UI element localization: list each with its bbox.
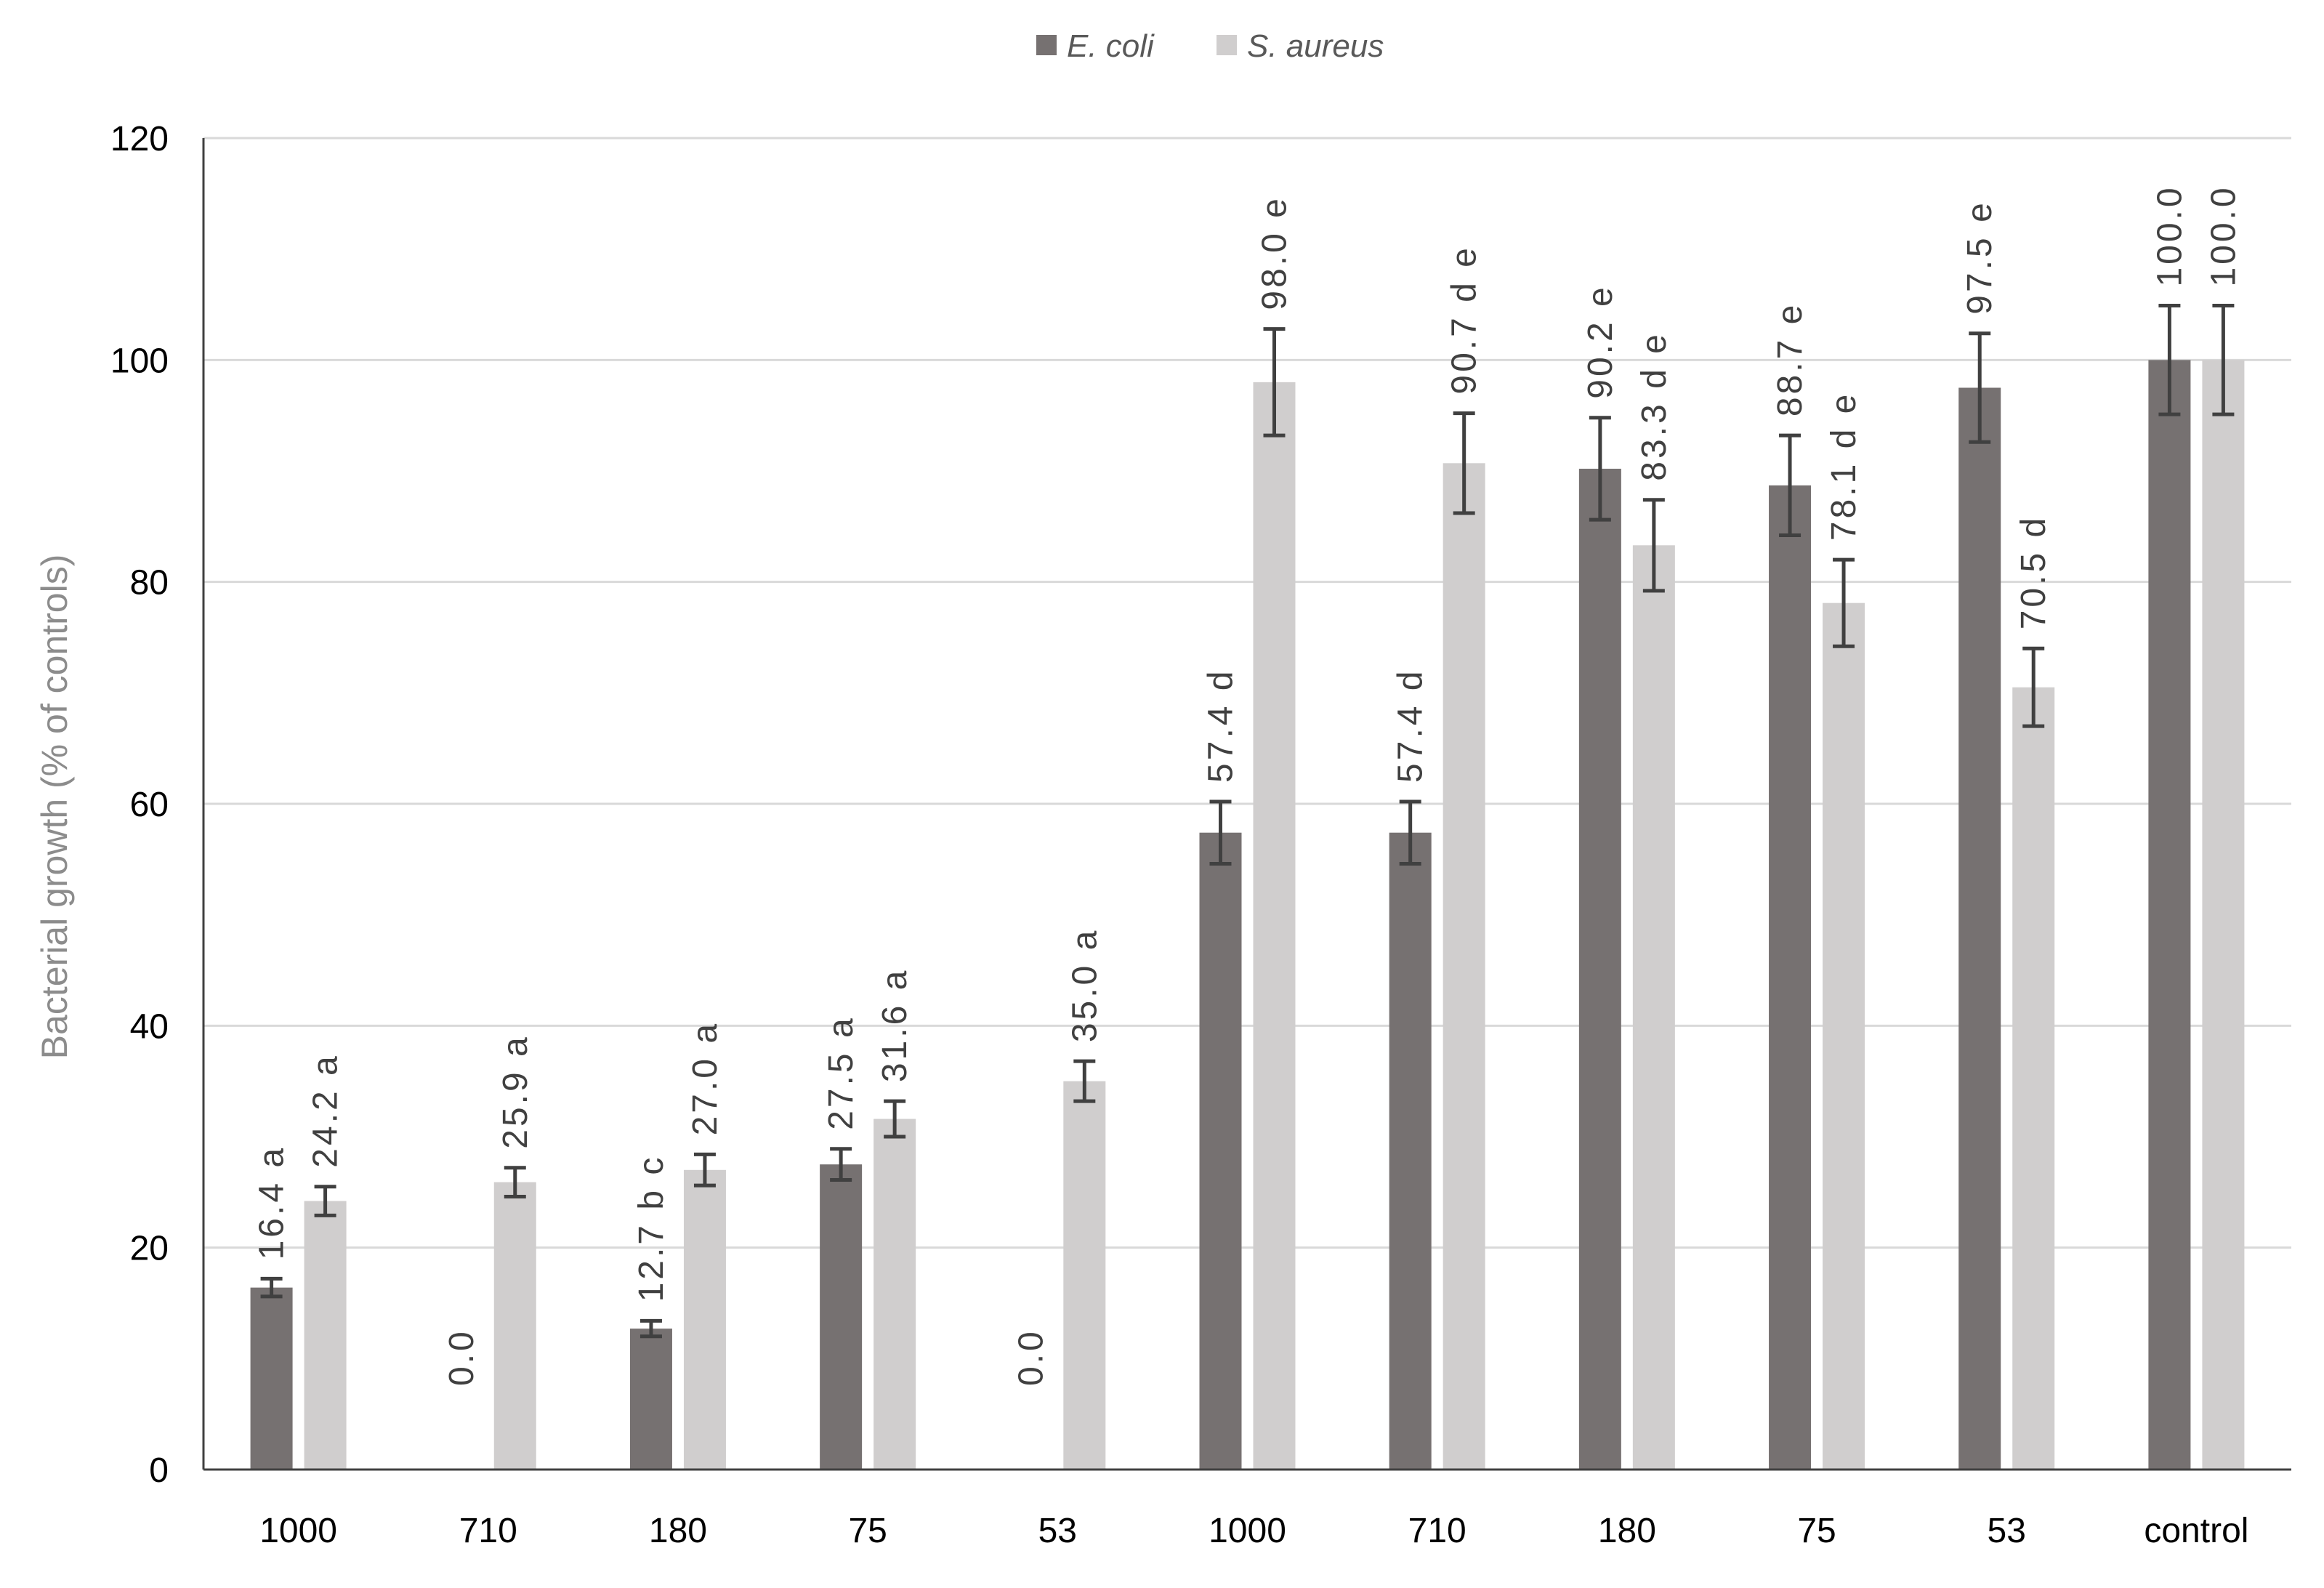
bar-e-coli-8 bbox=[1769, 485, 1812, 1470]
gridlines bbox=[203, 137, 2291, 1249]
data-label-e-coli-7: 90.2 e bbox=[1581, 284, 1620, 398]
bar-e-coli-7 bbox=[1578, 468, 1621, 1470]
y-tick-label-60: 60 bbox=[130, 786, 169, 824]
data-label-s-aureus-0: 24.2 a bbox=[307, 1053, 345, 1167]
y-axis-title: Bacterial growth (% of controls) bbox=[34, 555, 75, 1060]
data-label-s-aureus-10: 100.0 bbox=[2204, 185, 2243, 286]
error-bar-s-aureus-10 bbox=[2212, 304, 2235, 416]
data-label-s-aureus-2: 27.0 a bbox=[686, 1021, 725, 1135]
error-bar-s-aureus-3 bbox=[884, 1099, 906, 1139]
data-label-e-coli-9: 97.5 e bbox=[1961, 200, 1999, 314]
y-tick-label-20: 20 bbox=[130, 1230, 169, 1268]
error-bar-s-aureus-0 bbox=[314, 1185, 336, 1217]
error-bar-e-coli-10 bbox=[2158, 304, 2181, 416]
error-bar-e-coli-9 bbox=[1969, 331, 1991, 444]
data-label-s-aureus-4: 35.0 a bbox=[1065, 928, 1104, 1042]
bar-e-coli-0 bbox=[250, 1287, 293, 1470]
error-bar-s-aureus-4 bbox=[1073, 1059, 1096, 1103]
data-label-e-coli-3: 27.5 a bbox=[822, 1015, 860, 1129]
bar-s-aureus-0 bbox=[304, 1201, 347, 1470]
legend-label-e-coli: E. coli bbox=[1067, 28, 1155, 64]
bar-e-coli-5 bbox=[1199, 832, 1242, 1470]
error-bar-s-aureus-2 bbox=[693, 1152, 716, 1188]
y-tick-labels: 0 20 40 60 80 100 120 bbox=[110, 120, 169, 1490]
error-bar-e-coli-2 bbox=[639, 1318, 662, 1339]
data-label-e-coli-0: 16.4 a bbox=[253, 1145, 291, 1259]
legend-label-s-aureus: S. aureus bbox=[1247, 28, 1384, 64]
error-bars bbox=[260, 304, 2235, 1339]
data-label-e-coli-6: 57.4 d bbox=[1392, 668, 1430, 782]
data-labels: 16.4 a 0.0 12.7 b c 27.5 a 0.0 57.4 d 57.4 d 90… bbox=[253, 185, 2243, 1386]
y-tick-label-0: 0 bbox=[149, 1451, 169, 1490]
data-label-s-aureus-6: 90.7 d e bbox=[1445, 245, 1484, 394]
x-tick-label-6: 710 bbox=[1408, 1512, 1466, 1550]
x-tick-label-5: 1000 bbox=[1209, 1512, 1286, 1550]
data-label-s-aureus-5: 98.0 e bbox=[1256, 196, 1294, 310]
x-tick-label-2: 180 bbox=[649, 1512, 707, 1550]
error-bar-s-aureus-6 bbox=[1453, 411, 1475, 515]
error-bar-s-aureus-7 bbox=[1642, 498, 1665, 593]
bar-s-aureus-5 bbox=[1253, 382, 1296, 1470]
x-tick-label-1: 710 bbox=[459, 1512, 517, 1550]
bar-s-aureus-8 bbox=[1823, 602, 1865, 1470]
legend: E. coli S. aureus bbox=[1036, 28, 1384, 64]
data-label-s-aureus-3: 31.6 a bbox=[876, 968, 914, 1082]
legend-swatch-s-aureus bbox=[1217, 35, 1237, 55]
data-label-e-coli-8: 88.7 e bbox=[1771, 302, 1809, 416]
bar-s-aureus-9 bbox=[2012, 687, 2055, 1470]
x-tick-label-3: 75 bbox=[848, 1512, 887, 1550]
data-label-s-aureus-8: 78.1 d e bbox=[1825, 392, 1863, 541]
data-label-s-aureus-9: 70.5 d bbox=[2014, 515, 2053, 629]
data-label-s-aureus-7: 83.3 d e bbox=[1635, 331, 1674, 480]
data-label-s-aureus-1: 25.9 a bbox=[496, 1034, 535, 1148]
bar-e-coli-2 bbox=[629, 1329, 672, 1470]
bar-s-aureus-10 bbox=[2202, 360, 2245, 1470]
y-tick-label-80: 80 bbox=[130, 564, 169, 602]
bar-e-coli-3 bbox=[820, 1164, 863, 1470]
bar-s-aureus-6 bbox=[1443, 463, 1485, 1470]
error-bar-s-aureus-8 bbox=[1833, 557, 1855, 648]
y-tick-label-40: 40 bbox=[130, 1007, 169, 1046]
x-tick-label-7: 180 bbox=[1598, 1512, 1656, 1550]
y-tick-label-120: 120 bbox=[110, 120, 169, 158]
bars bbox=[250, 360, 2245, 1470]
y-tick-label-100: 100 bbox=[110, 342, 169, 380]
data-label-e-coli-1: 0.0 bbox=[443, 1329, 481, 1386]
x-tick-labels: 1000 710 180 75 53 1000 710 180 75 53 control bbox=[259, 1512, 2248, 1550]
data-label-e-coli-4: 0.0 bbox=[1012, 1329, 1050, 1386]
data-label-e-coli-5: 57.4 d bbox=[1202, 668, 1240, 782]
error-bar-s-aureus-5 bbox=[1263, 327, 1286, 438]
x-tick-label-10: control bbox=[2144, 1512, 2248, 1550]
error-bar-e-coli-0 bbox=[260, 1276, 283, 1299]
data-label-e-coli-2: 12.7 b c bbox=[632, 1155, 671, 1302]
data-label-e-coli-10: 100.0 bbox=[2150, 185, 2189, 286]
error-bar-e-coli-5 bbox=[1209, 799, 1232, 866]
error-bar-e-coli-7 bbox=[1589, 416, 1611, 522]
x-tick-label-9: 53 bbox=[1988, 1512, 2026, 1550]
error-bar-s-aureus-9 bbox=[2022, 646, 2045, 728]
x-tick-label-8: 75 bbox=[1797, 1512, 1836, 1550]
bar-e-coli-6 bbox=[1389, 832, 1432, 1470]
bar-s-aureus-3 bbox=[873, 1119, 916, 1470]
error-bar-e-coli-6 bbox=[1399, 799, 1421, 866]
bar-s-aureus-1 bbox=[493, 1182, 536, 1470]
error-bar-e-coli-3 bbox=[830, 1147, 852, 1182]
error-bar-s-aureus-1 bbox=[504, 1166, 526, 1198]
error-bar-e-coli-8 bbox=[1779, 433, 1801, 538]
x-tick-label-4: 53 bbox=[1038, 1512, 1077, 1550]
bar-e-coli-10 bbox=[2148, 360, 2191, 1470]
bar-s-aureus-2 bbox=[683, 1169, 726, 1470]
bar-s-aureus-7 bbox=[1632, 545, 1675, 1470]
bar-s-aureus-4 bbox=[1063, 1081, 1106, 1470]
x-tick-label-0: 1000 bbox=[259, 1512, 337, 1550]
legend-swatch-e-coli bbox=[1036, 35, 1057, 55]
axes bbox=[202, 138, 2291, 1471]
bar-e-coli-9 bbox=[1958, 387, 2001, 1470]
